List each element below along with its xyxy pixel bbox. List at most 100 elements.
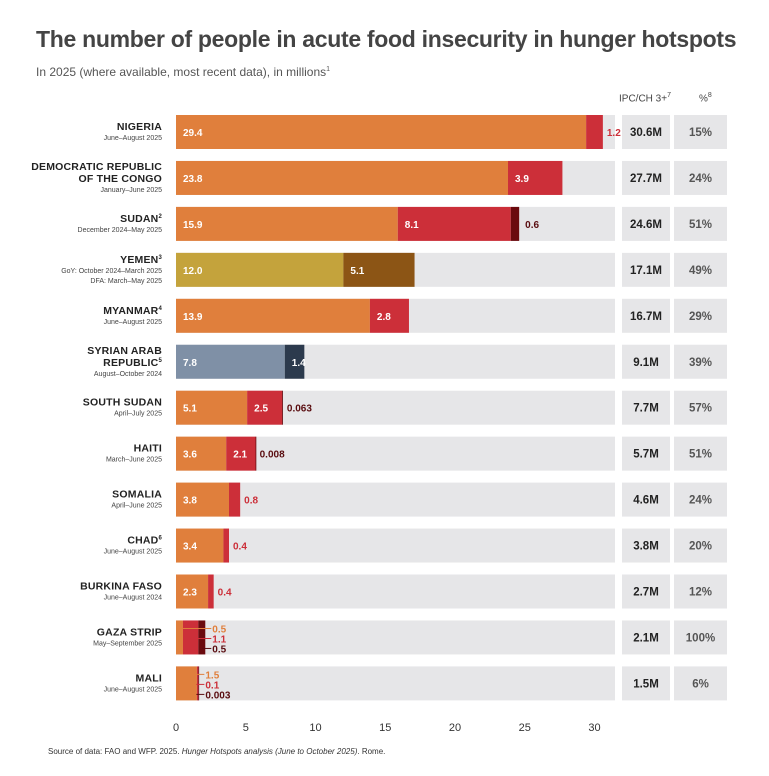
- bar-segment: [176, 666, 197, 701]
- bar-segment: [176, 528, 224, 563]
- total-value: 2.7M: [633, 587, 659, 599]
- total-value: 4.6M: [633, 495, 659, 507]
- share-value: 24%: [689, 173, 712, 185]
- total-cell: [622, 298, 670, 333]
- total-cell: [622, 482, 670, 517]
- x-tick-label: 0: [173, 722, 179, 734]
- total-cell: [622, 528, 670, 563]
- bar-segment: [176, 298, 370, 333]
- total-value: 16.7M: [630, 311, 662, 323]
- source-note: Source of data: FAO and WFP. 2025. Hunge…: [48, 747, 385, 756]
- total-value: 9.1M: [633, 357, 659, 369]
- period-label: April–June 2025: [111, 503, 162, 510]
- bar-segment: [176, 482, 230, 517]
- x-tick-label: 20: [449, 722, 461, 734]
- country-name: DEMOCRATIC REPUBLIC: [31, 161, 162, 173]
- country-name: SOMALIA: [112, 489, 162, 501]
- bar-segment: [176, 436, 227, 471]
- country-footnote: 5: [158, 358, 162, 364]
- total-cell: [622, 115, 670, 149]
- bar-segment: [282, 390, 283, 425]
- segment-label: 1.2: [607, 128, 621, 139]
- bar-segment: [229, 482, 241, 517]
- total-value: 3.8M: [633, 541, 659, 553]
- bar-segment: [284, 344, 305, 379]
- segment-label: 7.8: [183, 358, 197, 369]
- share-value: 39%: [689, 357, 712, 369]
- total-cell: [622, 252, 670, 287]
- ipc-header-footnote: 7: [667, 92, 671, 99]
- country-name: SOUTH SUDAN: [83, 397, 162, 409]
- country-name: CHAD6: [127, 535, 162, 547]
- share-value: 100%: [686, 632, 715, 644]
- bar-segment: [196, 666, 199, 701]
- total-cell: [622, 206, 670, 241]
- segment-label: 3.6: [183, 450, 197, 461]
- period-label: June–August 2025: [104, 135, 162, 142]
- country-name: YEMEN3: [120, 254, 162, 266]
- share-value: 15%: [689, 127, 712, 139]
- segment-label: 5.1: [350, 266, 364, 277]
- pct-header-footnote: 8: [707, 92, 712, 99]
- bar-segment: [586, 115, 603, 149]
- ipc-column-header: IPC/CH 3+7: [619, 92, 671, 104]
- bar-track: [176, 620, 615, 655]
- segment-label: 0.003: [205, 690, 230, 701]
- segment-label: 0.1: [205, 680, 219, 691]
- country-name: SUDAN2: [120, 213, 162, 225]
- segment-label: 1.4: [292, 358, 306, 369]
- pct-header-text: %: [699, 93, 708, 105]
- total-cell: [622, 344, 670, 379]
- share-cell: [674, 436, 727, 471]
- total-cell: [622, 436, 670, 471]
- country-name: HAITI: [134, 443, 162, 455]
- chart-title: The number of people in acute food insec…: [36, 26, 737, 52]
- country-name: BURKINA FASO: [80, 581, 162, 593]
- share-value: 51%: [689, 219, 712, 231]
- bar-segment: [182, 620, 199, 655]
- share-cell: [674, 298, 727, 333]
- source-prefix: Source of data: FAO and WFP. 2025.: [48, 747, 182, 756]
- share-value: 6%: [692, 678, 709, 690]
- share-cell: [674, 482, 727, 517]
- country-footnote: 2: [158, 214, 162, 220]
- bar-track: [176, 528, 615, 563]
- subtitle-footnote: 1: [326, 66, 331, 73]
- share-value: 12%: [689, 587, 712, 599]
- period-label: June–August 2025: [104, 549, 162, 556]
- segment-label: 2.8: [377, 312, 391, 323]
- bar-track: [176, 574, 615, 609]
- total-value: 17.1M: [630, 265, 662, 277]
- segment-label: 2.1: [233, 450, 247, 461]
- country-name: SYRIAN ARAB: [87, 345, 162, 357]
- bar-segment: [510, 206, 520, 241]
- total-cell: [622, 160, 670, 195]
- country-footnote: 4: [158, 306, 162, 312]
- share-cell: [674, 528, 727, 563]
- period-label: May–September 2025: [93, 640, 162, 647]
- share-value: 24%: [689, 495, 712, 507]
- share-cell: [674, 390, 727, 425]
- total-value: 7.7M: [633, 403, 659, 415]
- country-name: NIGERIA: [117, 121, 162, 133]
- x-tick-label: 5: [243, 722, 249, 734]
- segment-label: 0.4: [233, 542, 247, 553]
- bar-segment: [176, 206, 398, 241]
- subtitle-text: In 2025 (where available, most recent da…: [36, 65, 327, 79]
- total-value: 24.6M: [630, 219, 662, 231]
- segment-label: 3.4: [183, 542, 197, 553]
- x-tick-label: 30: [588, 722, 600, 734]
- bar-segment: [397, 206, 511, 241]
- total-value: 1.5M: [633, 678, 659, 690]
- segment-label: 0.4: [218, 588, 232, 599]
- country-name: MYANMAR4: [103, 305, 162, 317]
- bar-segment: [176, 390, 248, 425]
- bar-segment: [226, 436, 256, 471]
- bar-segment: [343, 252, 415, 287]
- period-label: December 2024–May 2025: [78, 227, 163, 234]
- segment-label: 0.063: [287, 404, 312, 415]
- period-label: June–August 2024: [104, 595, 162, 602]
- share-cell: [674, 344, 727, 379]
- segment-label: 0.5: [212, 644, 226, 655]
